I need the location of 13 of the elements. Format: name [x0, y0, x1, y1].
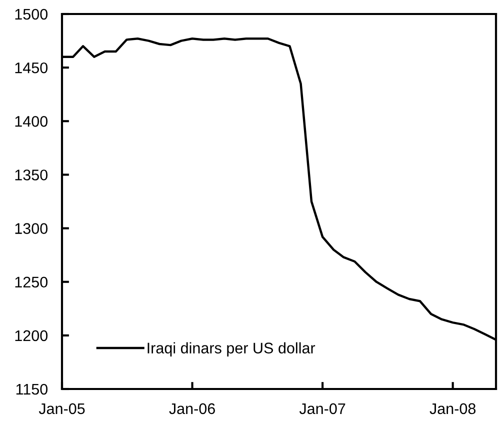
y-tick-label: 1400 — [15, 116, 48, 127]
y-tick-label: 1150 — [16, 384, 48, 395]
y-tick-label: 1200 — [15, 330, 48, 342]
x-tick-label: Jan-06 — [169, 403, 215, 414]
x-tick-label: Jan-07 — [299, 403, 346, 414]
y-tick-label: 1300 — [15, 223, 48, 234]
y-tick-label: 1500 — [15, 8, 48, 20]
y-tick-label: 1350 — [15, 170, 48, 180]
x-tick-label: Jan-05 — [38, 403, 85, 414]
legend-label: Iraqi dinars per US dollar — [148, 342, 316, 356]
y-tick-label: 1250 — [15, 276, 48, 288]
y-tick-label: 1450 — [15, 62, 48, 74]
x-tick-label: Jan-08 — [430, 403, 476, 414]
